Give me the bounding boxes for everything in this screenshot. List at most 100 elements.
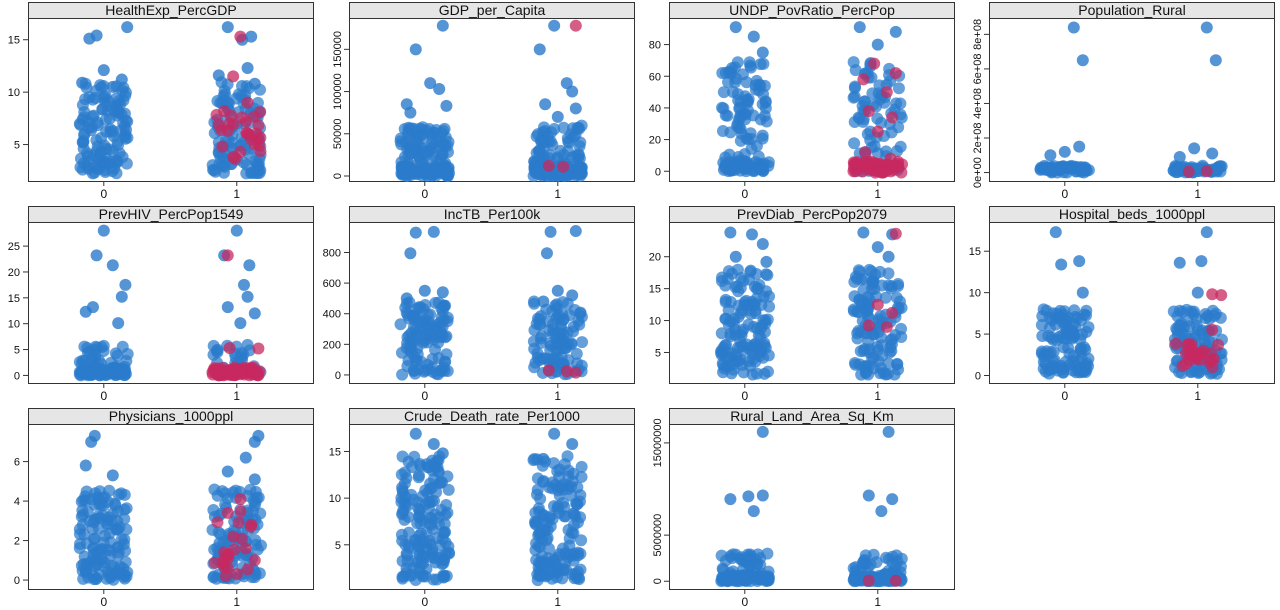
data-point [566, 289, 579, 302]
data-point [1171, 166, 1184, 179]
data-point [423, 495, 436, 508]
data-point [1080, 304, 1093, 317]
data-point [567, 507, 580, 520]
data-point [540, 247, 553, 260]
data-point [560, 341, 573, 354]
y-tick-label: 0 [652, 578, 664, 584]
data-point [76, 354, 89, 367]
data-point [73, 528, 86, 541]
y-tick-label: 4e+08 [972, 88, 984, 119]
data-point [97, 224, 110, 237]
data-point [717, 102, 730, 115]
data-point [538, 514, 551, 527]
data-point [566, 475, 579, 488]
data-point [1071, 312, 1084, 325]
data-point [249, 155, 262, 168]
data-point [115, 533, 128, 546]
red-point [1212, 338, 1225, 351]
data-point [412, 471, 425, 484]
data-point [251, 543, 264, 556]
data-point [211, 489, 224, 502]
data-point [1067, 21, 1080, 34]
data-point [1076, 54, 1089, 67]
data-point [1076, 286, 1089, 299]
panel-title: Crude_Death_rate_Per1000 [404, 408, 580, 424]
data-point [739, 113, 752, 126]
data-point [728, 569, 741, 582]
red-point [1206, 288, 1219, 301]
data-point [1058, 145, 1071, 158]
data-point [411, 302, 424, 315]
data-point [537, 452, 550, 465]
data-point [396, 450, 409, 463]
data-point [882, 425, 895, 438]
y-tick-label: 800 [323, 247, 341, 259]
y-tick-label: 10 [8, 319, 20, 331]
data-point [79, 305, 92, 318]
data-point [429, 343, 442, 356]
points-layer [714, 226, 908, 381]
data-point [74, 538, 87, 551]
data-point [727, 86, 740, 99]
data-point [98, 560, 111, 573]
data-point [540, 569, 553, 582]
data-point [530, 537, 543, 550]
strip-chart: UNDP_PovRatio_PercPop 0 20 40 60 80 0 1 [649, 2, 955, 201]
plot-frame [28, 222, 314, 384]
data-point [396, 534, 409, 547]
data-point [396, 554, 409, 567]
x-tick-label: 0 [1061, 187, 1068, 201]
panel-prevdiab-percpop2079: PrevDiab_PercPop2079 5 10 15 20 0 1 [649, 206, 955, 404]
plot-frame [669, 222, 955, 384]
data-point [551, 110, 564, 123]
red-point [245, 518, 258, 531]
data-point [109, 499, 122, 512]
y-tick-label: 6e+08 [972, 53, 984, 84]
data-point [221, 465, 234, 478]
data-point [756, 46, 769, 59]
x-tick-label: 1 [874, 389, 881, 403]
data-point [558, 510, 571, 523]
y-tick-label: 0 [655, 166, 661, 178]
panel-physicians-1000ppl: Physicians_1000ppl 0 2 4 6 0 1 [14, 408, 314, 610]
x-tick-label: 0 [100, 389, 107, 403]
panel-title: Hospital_beds_1000ppl [1059, 206, 1205, 222]
data-point [413, 534, 426, 547]
data-point [537, 135, 550, 148]
red-point [211, 516, 224, 529]
panel-inctb-per100k: IncTB_Per100k 0 200 400 600 800 0 1 [323, 206, 635, 404]
data-point [750, 282, 763, 295]
data-point [112, 546, 125, 559]
y-tick-label: 0 [14, 575, 20, 587]
points-layer [1034, 21, 1228, 179]
data-point [750, 139, 763, 152]
data-point [892, 82, 905, 95]
data-point [89, 348, 102, 361]
data-point [853, 265, 866, 278]
data-point [212, 69, 225, 82]
red-point [221, 124, 234, 137]
data-point [553, 548, 566, 561]
data-point [406, 461, 419, 474]
data-point [1200, 21, 1213, 34]
y-tick-label: 0 [335, 370, 341, 382]
red-point [886, 111, 899, 124]
data-point [551, 465, 564, 478]
data-point [861, 310, 874, 323]
data-point [717, 86, 730, 99]
red-point [889, 227, 902, 240]
data-point [405, 122, 418, 135]
data-point [426, 464, 439, 477]
data-point [1070, 366, 1083, 379]
data-point [854, 574, 867, 587]
red-point [862, 319, 875, 332]
data-point [756, 129, 769, 142]
data-point [894, 140, 907, 153]
data-point [426, 454, 439, 467]
data-point [400, 306, 413, 319]
data-point [758, 339, 771, 352]
y-tick-label: 2 [14, 536, 20, 548]
y-tick-label: 60 [649, 71, 661, 83]
data-point [747, 30, 760, 43]
data-point [437, 526, 450, 539]
